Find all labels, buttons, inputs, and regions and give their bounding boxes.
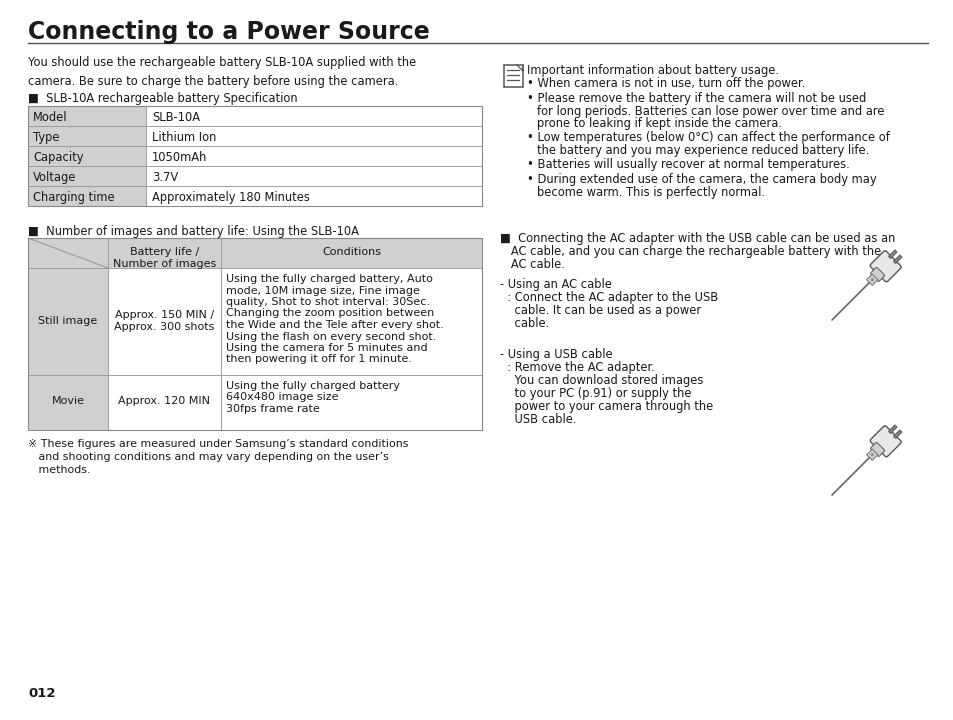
Text: Changing the zoom position between: Changing the zoom position between [226,308,434,318]
Text: ■  SLB-10A rechargeable battery Specification: ■ SLB-10A rechargeable battery Specifica… [28,92,297,105]
Text: • Please remove the battery if the camera will not be used: • Please remove the battery if the camer… [526,92,865,105]
Bar [221,238,481,268]
Text: prone to leaking if kept inside the camera.: prone to leaking if kept inside the came… [537,117,781,130]
Text: Number of images: Number of images [112,259,216,269]
Text: Approx. 300 shots: Approx. 300 shots [114,322,214,331]
Bar [28,106,146,126]
Text: cable.: cable. [499,317,549,330]
FancyBboxPatch shape [869,426,901,457]
Bar [28,186,146,206]
Bar [221,268,481,375]
Text: for long periods. Batteries can lose power over time and are: for long periods. Batteries can lose pow… [537,105,883,118]
Text: • When camera is not in use, turn off the power.: • When camera is not in use, turn off th… [526,77,804,90]
Bar [28,106,481,206]
Bar [146,106,481,126]
Text: Lithium Ion: Lithium Ion [152,131,216,144]
Text: Using the flash on every second shot.: Using the flash on every second shot. [226,331,436,341]
Text: : Connect the AC adapter to the USB: : Connect the AC adapter to the USB [499,291,718,304]
Text: Approximately 180 Minutes: Approximately 180 Minutes [152,191,310,204]
Text: Using the camera for 5 minutes and: Using the camera for 5 minutes and [226,343,427,353]
Bar [865,274,877,285]
Text: 1050mAh: 1050mAh [152,151,207,164]
Text: - Using a USB cable: - Using a USB cable [499,348,612,361]
Text: Using the fully charged battery, Auto: Using the fully charged battery, Auto [226,274,433,284]
Text: power to your camera through the: power to your camera through the [499,400,713,413]
Bar [108,268,221,375]
Bar [893,430,901,438]
Text: then powering it off for 1 minute.: then powering it off for 1 minute. [226,354,412,364]
Text: SLB-10A: SLB-10A [152,111,200,124]
Text: • During extended use of the camera, the camera body may: • During extended use of the camera, the… [526,173,876,186]
Text: Still image: Still image [38,315,97,325]
Text: Charging time: Charging time [33,191,114,204]
Text: 3.7V: 3.7V [152,171,178,184]
Bar [146,166,481,186]
Text: Important information about battery usage.: Important information about battery usag… [526,64,779,77]
Text: Battery life /: Battery life / [130,247,199,257]
Text: ■  Number of images and battery life: Using the SLB-10A: ■ Number of images and battery life: Usi… [28,225,358,238]
Text: ※ These figures are measured under Samsung’s standard conditions: ※ These figures are measured under Samsu… [28,439,408,449]
Bar [28,238,108,268]
Bar [108,375,221,430]
Text: 640x480 image size: 640x480 image size [226,392,338,402]
Text: Approx. 150 MIN /: Approx. 150 MIN / [114,310,213,320]
Bar [887,250,896,258]
Bar [887,425,896,433]
Text: quality, Shot to shot interval: 30Sec.: quality, Shot to shot interval: 30Sec. [226,297,430,307]
Text: You can download stored images: You can download stored images [499,374,702,387]
Bar [28,268,108,375]
FancyBboxPatch shape [869,442,883,456]
Text: AC cable, and you can charge the rechargeable battery with the: AC cable, and you can charge the recharg… [499,245,881,258]
Text: become warm. This is perfectly normal.: become warm. This is perfectly normal. [537,186,764,199]
Bar [146,186,481,206]
Text: Conditions: Conditions [322,247,380,257]
Bar [146,126,481,146]
Text: Capacity: Capacity [33,151,84,164]
Bar [28,238,481,430]
Text: Using the fully charged battery: Using the fully charged battery [226,381,399,391]
Text: to your PC (p.91) or supply the: to your PC (p.91) or supply the [499,387,691,400]
Text: Connecting to a Power Source: Connecting to a Power Source [28,20,429,44]
Text: the battery and you may experience reduced battery life.: the battery and you may experience reduc… [537,144,868,157]
Bar [146,146,481,166]
Text: Model: Model [33,111,68,124]
Text: USB cable.: USB cable. [499,413,576,426]
Bar [28,166,146,186]
Text: mode, 10M image size, Fine image: mode, 10M image size, Fine image [226,286,419,295]
Bar [108,238,221,268]
Text: AC cable.: AC cable. [499,258,564,271]
Text: • Batteries will usually recover at normal temperatures.: • Batteries will usually recover at norm… [526,158,849,171]
Text: methods.: methods. [28,465,91,475]
Text: • Low temperatures (below 0°C) can affect the performance of: • Low temperatures (below 0°C) can affec… [526,131,889,144]
Bar [221,375,481,430]
Text: - Using an AC cable: - Using an AC cable [499,278,611,291]
Bar [865,449,877,460]
FancyBboxPatch shape [869,267,883,282]
Text: Voltage: Voltage [33,171,76,184]
Text: Type: Type [33,131,59,144]
Text: 012: 012 [28,687,55,700]
Text: : Remove the AC adapter.: : Remove the AC adapter. [499,361,654,374]
Text: Movie: Movie [51,397,85,407]
Text: the Wide and the Tele after every shot.: the Wide and the Tele after every shot. [226,320,443,330]
Text: You should use the rechargeable battery SLB-10A supplied with the
camera. Be sur: You should use the rechargeable battery … [28,56,416,88]
Bar [28,126,146,146]
Bar [28,146,146,166]
Circle shape [870,453,873,456]
Text: cable. It can be used as a power: cable. It can be used as a power [499,304,700,317]
Circle shape [870,278,873,282]
Bar [893,255,901,264]
Text: ■  Connecting the AC adapter with the USB cable can be used as an: ■ Connecting the AC adapter with the USB… [499,232,895,245]
FancyBboxPatch shape [503,65,522,87]
Text: 30fps frame rate: 30fps frame rate [226,404,319,414]
Text: and shooting conditions and may vary depending on the user’s: and shooting conditions and may vary dep… [28,452,389,462]
FancyBboxPatch shape [869,251,901,282]
Bar [28,375,108,430]
Text: Approx. 120 MIN: Approx. 120 MIN [118,397,211,407]
